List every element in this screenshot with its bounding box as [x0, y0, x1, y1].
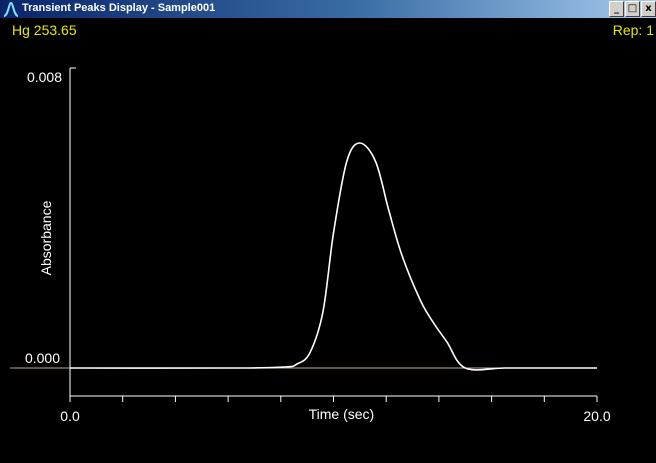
window-title: Transient Peaks Display - Sample001 [22, 2, 216, 14]
x-axis-label: Time (sec) [309, 406, 375, 422]
chart-axes [10, 67, 597, 397]
chart-ticks [69, 396, 598, 402]
peak-icon [3, 1, 19, 17]
minimize-icon[interactable]: _ [609, 1, 624, 17]
x-tick-label-min: 0.0 [60, 408, 80, 424]
y-axis-label: Absorbance [38, 200, 54, 275]
title-bar[interactable]: Transient Peaks Display - Sample001 _ □ … [0, 0, 656, 18]
x-tick-label-max: 20.0 [583, 408, 610, 424]
y-tick-label-max: 0.008 [27, 69, 62, 85]
rep-label: Rep: 1 [612, 22, 654, 38]
element-wavelength-label: Hg 253.65 [12, 22, 77, 38]
maximize-icon[interactable]: □ [625, 1, 640, 17]
window-controls: _ □ x [609, 1, 656, 17]
plot-window [0, 18, 656, 463]
y-tick-label-min: 0.000 [25, 350, 60, 366]
absorbance-peak-line [69, 142, 597, 371]
chart-series [69, 142, 597, 371]
